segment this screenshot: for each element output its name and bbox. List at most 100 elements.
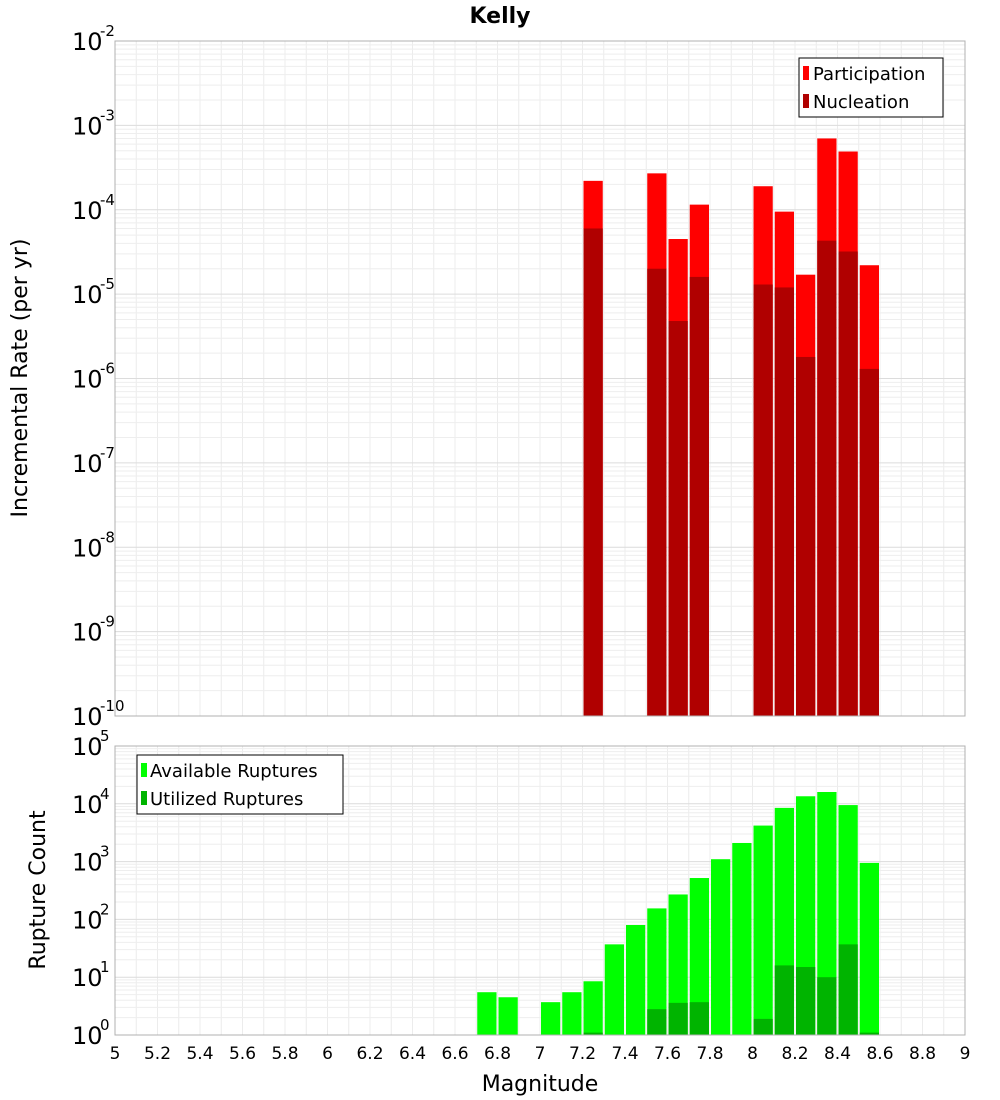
y-tick-exponent: 3	[100, 843, 110, 861]
bottom-legend-box	[136, 754, 344, 815]
y-tick-label: 10	[72, 733, 103, 761]
x-tick-label: 7.6	[654, 1044, 681, 1064]
y-tick-exponent: 0	[100, 1016, 110, 1034]
bar-available-ruptures	[689, 878, 709, 1035]
bar-utilized-ruptures	[817, 977, 837, 1035]
bar-available-ruptures	[647, 908, 667, 1035]
x-tick-label: 5.2	[144, 1044, 171, 1064]
bar-utilized-ruptures	[583, 1032, 603, 1035]
y-tick-label: 10	[72, 849, 103, 877]
y-tick-label: 10	[72, 281, 103, 309]
bar-nucleation	[859, 368, 879, 716]
x-tick-label: 5.8	[271, 1044, 298, 1064]
y-tick-label: 10	[72, 1022, 103, 1050]
bar-utilized-ruptures	[774, 965, 794, 1035]
bar-available-ruptures	[477, 992, 497, 1035]
x-tick-label: 6.2	[356, 1044, 383, 1064]
bar-utilized-ruptures	[796, 967, 816, 1035]
bar-utilized-ruptures	[859, 1032, 879, 1035]
y-tick-exponent: -2	[100, 22, 115, 40]
y-tick-exponent: 4	[100, 785, 110, 803]
bar-available-ruptures	[817, 792, 837, 1035]
bar-available-ruptures	[668, 894, 688, 1035]
x-tick-label: 6.6	[441, 1044, 468, 1064]
top-gridlines	[114, 41, 966, 717]
y-tick-exponent: -6	[100, 360, 115, 378]
legend-swatch-available	[141, 763, 147, 777]
bar-nucleation	[774, 287, 794, 716]
y-tick-label: 10	[72, 791, 103, 819]
x-tick-label: 5.6	[229, 1044, 256, 1064]
bar-nucleation	[753, 284, 773, 716]
bar-utilized-ruptures	[668, 1002, 688, 1035]
y-tick-label: 10	[72, 197, 103, 225]
x-tick-label: 6	[322, 1044, 333, 1064]
bar-available-ruptures	[626, 925, 646, 1035]
bar-available-ruptures	[583, 981, 603, 1035]
y-tick-exponent: -3	[100, 106, 115, 124]
bar-utilized-ruptures	[753, 1018, 773, 1035]
legend-label-nucleation: Nucleation	[813, 92, 909, 113]
top-plot-frame	[114, 40, 966, 717]
x-tick-label: 8.4	[824, 1044, 851, 1064]
bottom-y-axis-title: Rupture Count	[26, 810, 51, 970]
y-tick-label: 10	[72, 112, 103, 140]
x-tick-label: 8.8	[909, 1044, 936, 1064]
x-tick-label: 7	[535, 1044, 546, 1064]
y-tick-label: 10	[72, 619, 103, 647]
x-axis-ticks: 5 5.2 5.4 5.6 5.8 6 6.2 6.4 6.6 6.8 7 7.2 7.4 7.6 7.8 8…	[110, 1044, 971, 1064]
bar-available-ruptures	[859, 862, 879, 1035]
x-tick-label: 6.4	[399, 1044, 426, 1064]
y-tick-label: 10	[72, 534, 103, 562]
top-legend-box	[798, 57, 944, 118]
x-tick-label: 7.8	[696, 1044, 723, 1064]
bottom-plot-frame	[114, 745, 966, 1036]
y-tick-label: 10	[72, 703, 103, 731]
y-tick-exponent: 1	[100, 958, 110, 976]
x-axis-title: Magnitude	[482, 1072, 599, 1097]
x-tick-label: 6.8	[484, 1044, 511, 1064]
x-tick-label: 9	[960, 1044, 971, 1064]
legend-swatch-participation	[803, 66, 809, 80]
x-tick-label: 8.6	[866, 1044, 893, 1064]
legend-label-utilized: Utilized Ruptures	[150, 789, 303, 810]
bar-nucleation	[838, 251, 858, 716]
top-bars	[583, 138, 879, 717]
bar-available-ruptures	[562, 992, 582, 1035]
x-tick-label: 8.2	[781, 1044, 808, 1064]
chart-title: Kelly	[469, 4, 530, 29]
y-tick-exponent: -8	[100, 528, 115, 546]
bottom-bars	[477, 792, 879, 1035]
legend-swatch-nucleation	[803, 94, 809, 108]
bar-nucleation	[796, 356, 816, 716]
y-tick-exponent: -10	[100, 697, 125, 715]
y-tick-exponent: -9	[100, 613, 115, 631]
y-tick-label: 10	[72, 28, 103, 56]
x-tick-label: 8	[747, 1044, 758, 1064]
y-tick-label: 10	[72, 964, 103, 992]
legend-label-available: Available Ruptures	[150, 761, 318, 782]
bar-available-ruptures	[498, 997, 518, 1035]
y-tick-exponent: 2	[100, 900, 110, 918]
legend-swatch-utilized	[141, 791, 147, 805]
y-tick-exponent: -7	[100, 444, 115, 462]
legend-label-participation: Participation	[813, 64, 925, 85]
x-tick-label: 7.4	[611, 1044, 638, 1064]
bottom-legend: Available Ruptures Utilized Ruptures	[136, 754, 344, 815]
x-tick-label: 5	[110, 1044, 121, 1064]
bar-available-ruptures	[604, 944, 624, 1035]
y-tick-label: 10	[72, 906, 103, 934]
y-tick-exponent: 5	[100, 727, 110, 745]
bar-available-ruptures	[753, 825, 773, 1035]
bar-nucleation	[647, 268, 667, 716]
bar-utilized-ruptures	[647, 1009, 667, 1035]
bar-nucleation	[689, 276, 709, 716]
bar-nucleation	[583, 228, 603, 716]
x-tick-label: 5.4	[186, 1044, 213, 1064]
bar-utilized-ruptures	[689, 1002, 709, 1035]
y-tick-label: 10	[72, 450, 103, 478]
bar-available-ruptures	[541, 1002, 561, 1035]
